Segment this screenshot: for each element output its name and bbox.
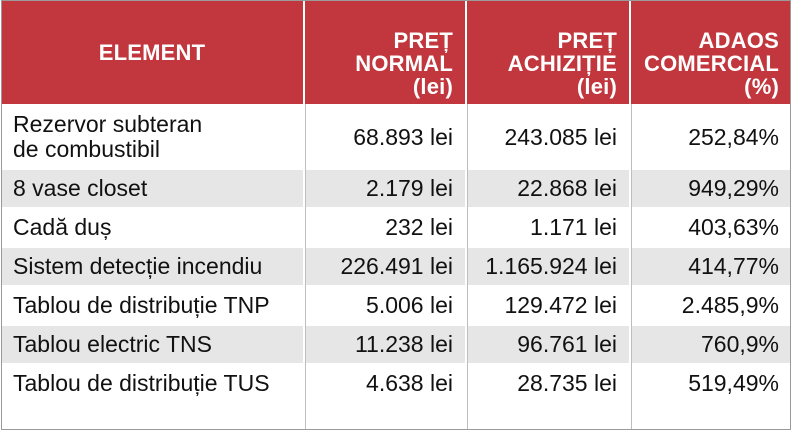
cell-element: Sistem detecție incendiu: [1, 246, 305, 285]
cell-pret-achizitie: 1.165.924 lei: [467, 246, 631, 285]
price-comparison-table-wrapper: ELEMENT PREȚ NORMAL (lei) PREȚ ACHIZIȚIE…: [1, 0, 791, 430]
table-body: Rezervor subteran de combustibil 68.893 …: [1, 104, 791, 402]
cell-element: Tablou de distribuție TNP: [1, 285, 305, 324]
cell-pret-normal: 5.006 lei: [305, 285, 467, 324]
header-row: ELEMENT PREȚ NORMAL (lei) PREȚ ACHIZIȚIE…: [1, 0, 791, 104]
cell-adaos: 2.485,9%: [631, 285, 791, 324]
cell-element-line-1: Rezervor subteran: [13, 111, 203, 137]
table-row: 8 vase closet 2.179 lei 22.868 lei 949,2…: [1, 168, 791, 207]
header-pret-achizitie-line-2: ACHIZIȚIE: [507, 51, 617, 76]
table-row: Rezervor subteran de combustibil 68.893 …: [1, 104, 791, 168]
cell-pret-achizitie: 96.761 lei: [467, 324, 631, 363]
cell-pret-achizitie: 129.472 lei: [467, 285, 631, 324]
cell-pret-normal: 232 lei: [305, 207, 467, 246]
header-element-line: ELEMENT: [98, 39, 206, 65]
cell-pret-achizitie: 1.171 lei: [467, 207, 631, 246]
cell-element: 8 vase closet: [1, 168, 305, 207]
header-pret-achizitie-line-3: (lei): [576, 74, 617, 99]
cell-adaos: 760,9%: [631, 324, 791, 363]
table-row: Tablou electric TNS 11.238 lei 96.761 le…: [1, 324, 791, 363]
cell-adaos: 949,29%: [631, 168, 791, 207]
header-pret-achizitie-line-1: PREȚ: [557, 28, 617, 53]
cell-pret-achizitie: 22.868 lei: [467, 168, 631, 207]
table-row: Tablou de distribuție TNP 5.006 lei 129.…: [1, 285, 791, 324]
cell-pret-normal: 4.638 lei: [305, 363, 467, 402]
cell-element: Cadă duș: [1, 207, 305, 246]
header-pret-normal-line-3: (lei): [412, 74, 453, 99]
header-adaos-line-2: COMERCIAL: [643, 51, 779, 76]
cell-adaos: 252,84%: [631, 104, 791, 168]
cell-adaos: 403,63%: [631, 207, 791, 246]
cell-element: Rezervor subteran de combustibil: [1, 104, 305, 168]
header-pret-normal: PREȚ NORMAL (lei): [305, 0, 467, 104]
header-adaos-line-3: (%): [744, 74, 779, 99]
table-header: ELEMENT PREȚ NORMAL (lei) PREȚ ACHIZIȚIE…: [1, 0, 791, 104]
header-pret-normal-line-2: NORMAL: [355, 51, 453, 76]
table-row: Tablou de distribuție TUS 4.638 lei 28.7…: [1, 363, 791, 402]
cell-pret-normal: 68.893 lei: [305, 104, 467, 168]
price-comparison-table: ELEMENT PREȚ NORMAL (lei) PREȚ ACHIZIȚIE…: [1, 0, 791, 402]
cell-element: Tablou de distribuție TUS: [1, 363, 305, 402]
header-pret-achizitie: PREȚ ACHIZIȚIE (lei): [467, 0, 631, 104]
header-element: ELEMENT: [1, 0, 305, 104]
cell-element-line-2: de combustibil: [13, 136, 161, 162]
header-adaos-line-1: ADAOS: [698, 28, 779, 53]
cell-pret-normal: 226.491 lei: [305, 246, 467, 285]
header-pret-normal-line-1: PREȚ: [393, 28, 453, 53]
header-adaos-comercial: ADAOS COMERCIAL (%): [631, 0, 791, 104]
table-row: Sistem detecție incendiu 226.491 lei 1.1…: [1, 246, 791, 285]
table-row: Cadă duș 232 lei 1.171 lei 403,63%: [1, 207, 791, 246]
cell-pret-achizitie: 243.085 lei: [467, 104, 631, 168]
cell-element: Tablou electric TNS: [1, 324, 305, 363]
cell-pret-achizitie: 28.735 lei: [467, 363, 631, 402]
cell-pret-normal: 11.238 lei: [305, 324, 467, 363]
cell-pret-normal: 2.179 lei: [305, 168, 467, 207]
cell-adaos: 519,49%: [631, 363, 791, 402]
cell-adaos: 414,77%: [631, 246, 791, 285]
